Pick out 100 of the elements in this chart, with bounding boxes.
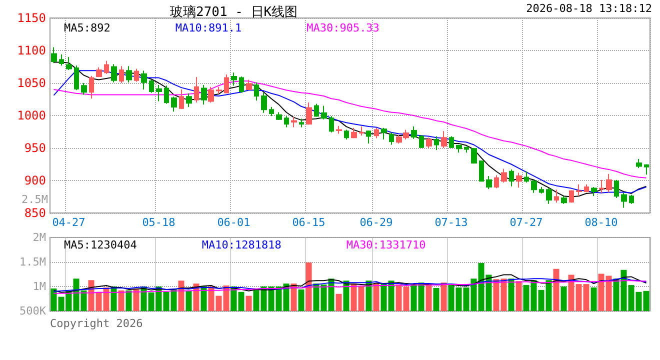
candlestick — [89, 75, 94, 100]
candlestick — [524, 170, 529, 183]
y-tick-label: 900 — [24, 174, 46, 188]
x-tick-label: 06-15 — [292, 216, 326, 229]
candlestick — [291, 116, 297, 128]
text: MA10:1281818 — [202, 238, 282, 252]
candlestick — [509, 168, 514, 187]
candlestick — [336, 125, 342, 134]
candlestick — [644, 164, 649, 176]
y-tick-label: 1M — [32, 280, 46, 293]
candlestick — [486, 175, 492, 190]
candlestick — [411, 126, 417, 140]
candlestick — [224, 74, 229, 94]
chart-title: 玻璃2701 - 日K线图 — [170, 5, 298, 20]
candlestick — [576, 184, 582, 197]
x-tick-label: 04-27 — [52, 216, 86, 229]
candlestick — [344, 129, 349, 140]
candlestick — [194, 76, 199, 103]
text: 2.5M — [22, 193, 48, 206]
candlestick — [254, 82, 259, 102]
candlestick — [329, 116, 334, 133]
candlestick — [156, 84, 162, 102]
text: 2026-08-18 13:18:12 — [526, 2, 652, 15]
candlestick — [441, 130, 447, 148]
x-tick-label: 06-01 — [217, 216, 250, 229]
line-series — [53, 274, 647, 293]
candlestick — [134, 68, 139, 82]
candlestick — [464, 146, 469, 154]
text: MA30:1331710 — [346, 238, 426, 252]
candlestick — [111, 64, 117, 83]
candlestick — [591, 186, 597, 197]
candlestick — [216, 86, 222, 95]
text: MA30:905.33 — [306, 22, 380, 34]
candlestick — [636, 158, 642, 169]
candlestick — [449, 136, 454, 148]
candlestick — [479, 160, 484, 182]
candlestick — [599, 179, 604, 194]
candlestick — [74, 64, 79, 91]
candlestick — [126, 66, 132, 83]
candlestick — [501, 168, 507, 183]
candlestick — [426, 137, 432, 148]
candlestick — [516, 172, 522, 188]
candlestick — [96, 66, 102, 78]
candlestick — [494, 174, 499, 189]
candlestick — [546, 188, 552, 204]
candlestick — [231, 72, 237, 86]
y-tick-label: 1150 — [17, 11, 46, 25]
candlestick — [201, 84, 207, 105]
candlestick — [614, 179, 619, 199]
candlestick — [186, 92, 192, 108]
text: Copyright 2026 — [50, 317, 143, 330]
candlestick — [554, 189, 559, 204]
candlestick — [419, 134, 424, 148]
candlestick — [51, 46, 57, 64]
candlestick — [561, 196, 567, 204]
line-series — [53, 280, 647, 294]
candlestick — [261, 92, 267, 114]
candlestick — [208, 86, 214, 103]
candlestick — [284, 116, 289, 128]
candlestick — [66, 56, 72, 70]
candlestick — [621, 192, 627, 208]
candlestick — [276, 112, 282, 121]
candlestick — [569, 190, 574, 204]
candlestick — [456, 144, 462, 154]
candlestick — [584, 184, 589, 193]
candlestick — [81, 82, 87, 96]
candlestick — [246, 79, 252, 90]
y-tick-label: 950 — [24, 141, 46, 155]
candlestick — [359, 126, 364, 136]
y-tick-label: 1100 — [17, 44, 46, 58]
candlestick — [539, 186, 544, 194]
line-series — [53, 80, 647, 178]
candlestick — [179, 89, 184, 110]
text: MA10:891.1 — [175, 22, 242, 34]
x-tick-label: 07-27 — [510, 216, 543, 229]
x-tick-label: 07-13 — [434, 216, 468, 229]
candlestick — [374, 127, 379, 139]
candlestick — [306, 102, 312, 126]
candlestick — [239, 76, 244, 94]
candlestick — [164, 85, 169, 104]
candlestick — [59, 54, 64, 66]
candlestick — [389, 132, 394, 146]
text: MA5:892 — [64, 22, 110, 34]
x-tick-label: 05-18 — [142, 216, 176, 229]
candlestick — [149, 79, 154, 94]
candlestick — [531, 179, 537, 194]
candlestick — [351, 127, 357, 139]
candlestick — [321, 105, 327, 120]
y-tick-label: 1050 — [17, 76, 46, 90]
line-series — [53, 278, 647, 292]
candlestick — [141, 70, 147, 90]
candlestick — [629, 194, 634, 204]
candlestick — [104, 60, 109, 74]
candlestick — [381, 127, 387, 140]
y-tick-label: 2M — [32, 231, 46, 244]
text: MA5:1230404 — [64, 238, 138, 252]
y-tick-label: 500K — [20, 304, 46, 318]
candlestick — [269, 106, 274, 117]
candlestick — [119, 66, 124, 84]
candlestick — [606, 174, 612, 193]
